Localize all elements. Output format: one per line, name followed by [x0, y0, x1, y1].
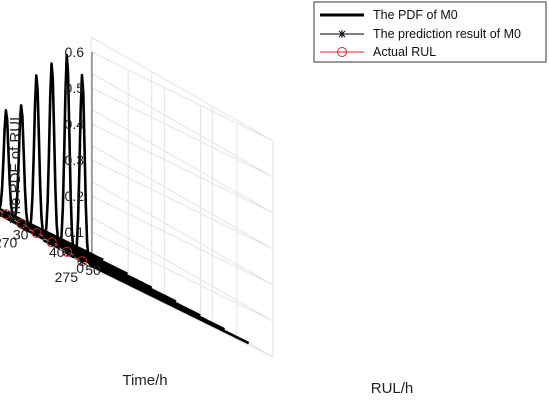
z-tick-label: 0.3: [65, 152, 85, 168]
x-tick-label: 50: [85, 262, 101, 278]
y-tick-label: 270: [0, 234, 18, 250]
y-tick-label: 275: [55, 269, 79, 285]
pdf-curve: [18, 62, 201, 317]
grid-line: [91, 51, 274, 142]
x-tick-label: 40: [49, 244, 65, 260]
marker-layer: [0, 209, 88, 267]
x-tick-label: 30: [13, 226, 29, 242]
tick-label-layer: 00.10.20.30.40.50.6260265270275010203040…: [0, 44, 101, 285]
grid-line: [90, 180, 274, 286]
pdf-curve: [67, 73, 250, 345]
legend-label-actual: Actual RUL: [373, 45, 436, 59]
prediction-star-marker: [17, 219, 26, 228]
prediction-star-marker: [32, 229, 41, 238]
legend-label-pdf: The PDF of M0: [373, 8, 458, 22]
z-axis-label: The PDF of RUL: [7, 113, 24, 224]
actual-rul-marker: [16, 218, 27, 229]
z-tick-label: 0.6: [65, 44, 85, 60]
legend-label-prediction: The prediction result of M0: [373, 27, 521, 41]
actual-rul-marker: [77, 256, 88, 267]
legend: The PDF of M0 The prediction result of M…: [313, 1, 547, 63]
actual-rul-marker: [61, 246, 72, 257]
grid-line: [91, 87, 274, 178]
grid-line: [91, 231, 274, 322]
grid-line: [91, 123, 274, 214]
grid-line: [90, 36, 274, 142]
grid-line: [90, 216, 274, 322]
z-tick-label: 0: [76, 260, 84, 276]
actual-rul-marker: [31, 228, 42, 239]
z-tick-label: 0.5: [65, 80, 85, 96]
y-axis-label: Time/h: [122, 372, 167, 389]
prediction-star-marker: [2, 210, 11, 219]
legend-star-icon: [338, 30, 346, 38]
z-tick-label: 0.1: [65, 224, 85, 240]
pdf-curve-layer: [0, 53, 250, 345]
prediction-star-marker: [62, 247, 71, 256]
x-axis-label: RUL/h: [371, 380, 414, 397]
grid-line: [91, 195, 274, 286]
grid-line: [91, 159, 274, 250]
pdf-curve: [0, 104, 153, 289]
grid-line: [90, 108, 274, 214]
grid-line: [91, 267, 274, 358]
prediction-star-marker: [47, 238, 56, 247]
grid-line: [90, 144, 274, 250]
z-tick-label: 0.4: [65, 116, 85, 132]
z-tick-label: 0.2: [65, 188, 85, 204]
actual-rul-marker: [46, 237, 57, 248]
pdf-curve: [0, 207, 104, 262]
actual-rul-marker: [1, 209, 12, 220]
prediction-star-marker: [78, 257, 87, 266]
grid-line: [90, 72, 274, 178]
pdf-curve: [0, 74, 177, 303]
legend-circle-icon: [337, 47, 347, 57]
